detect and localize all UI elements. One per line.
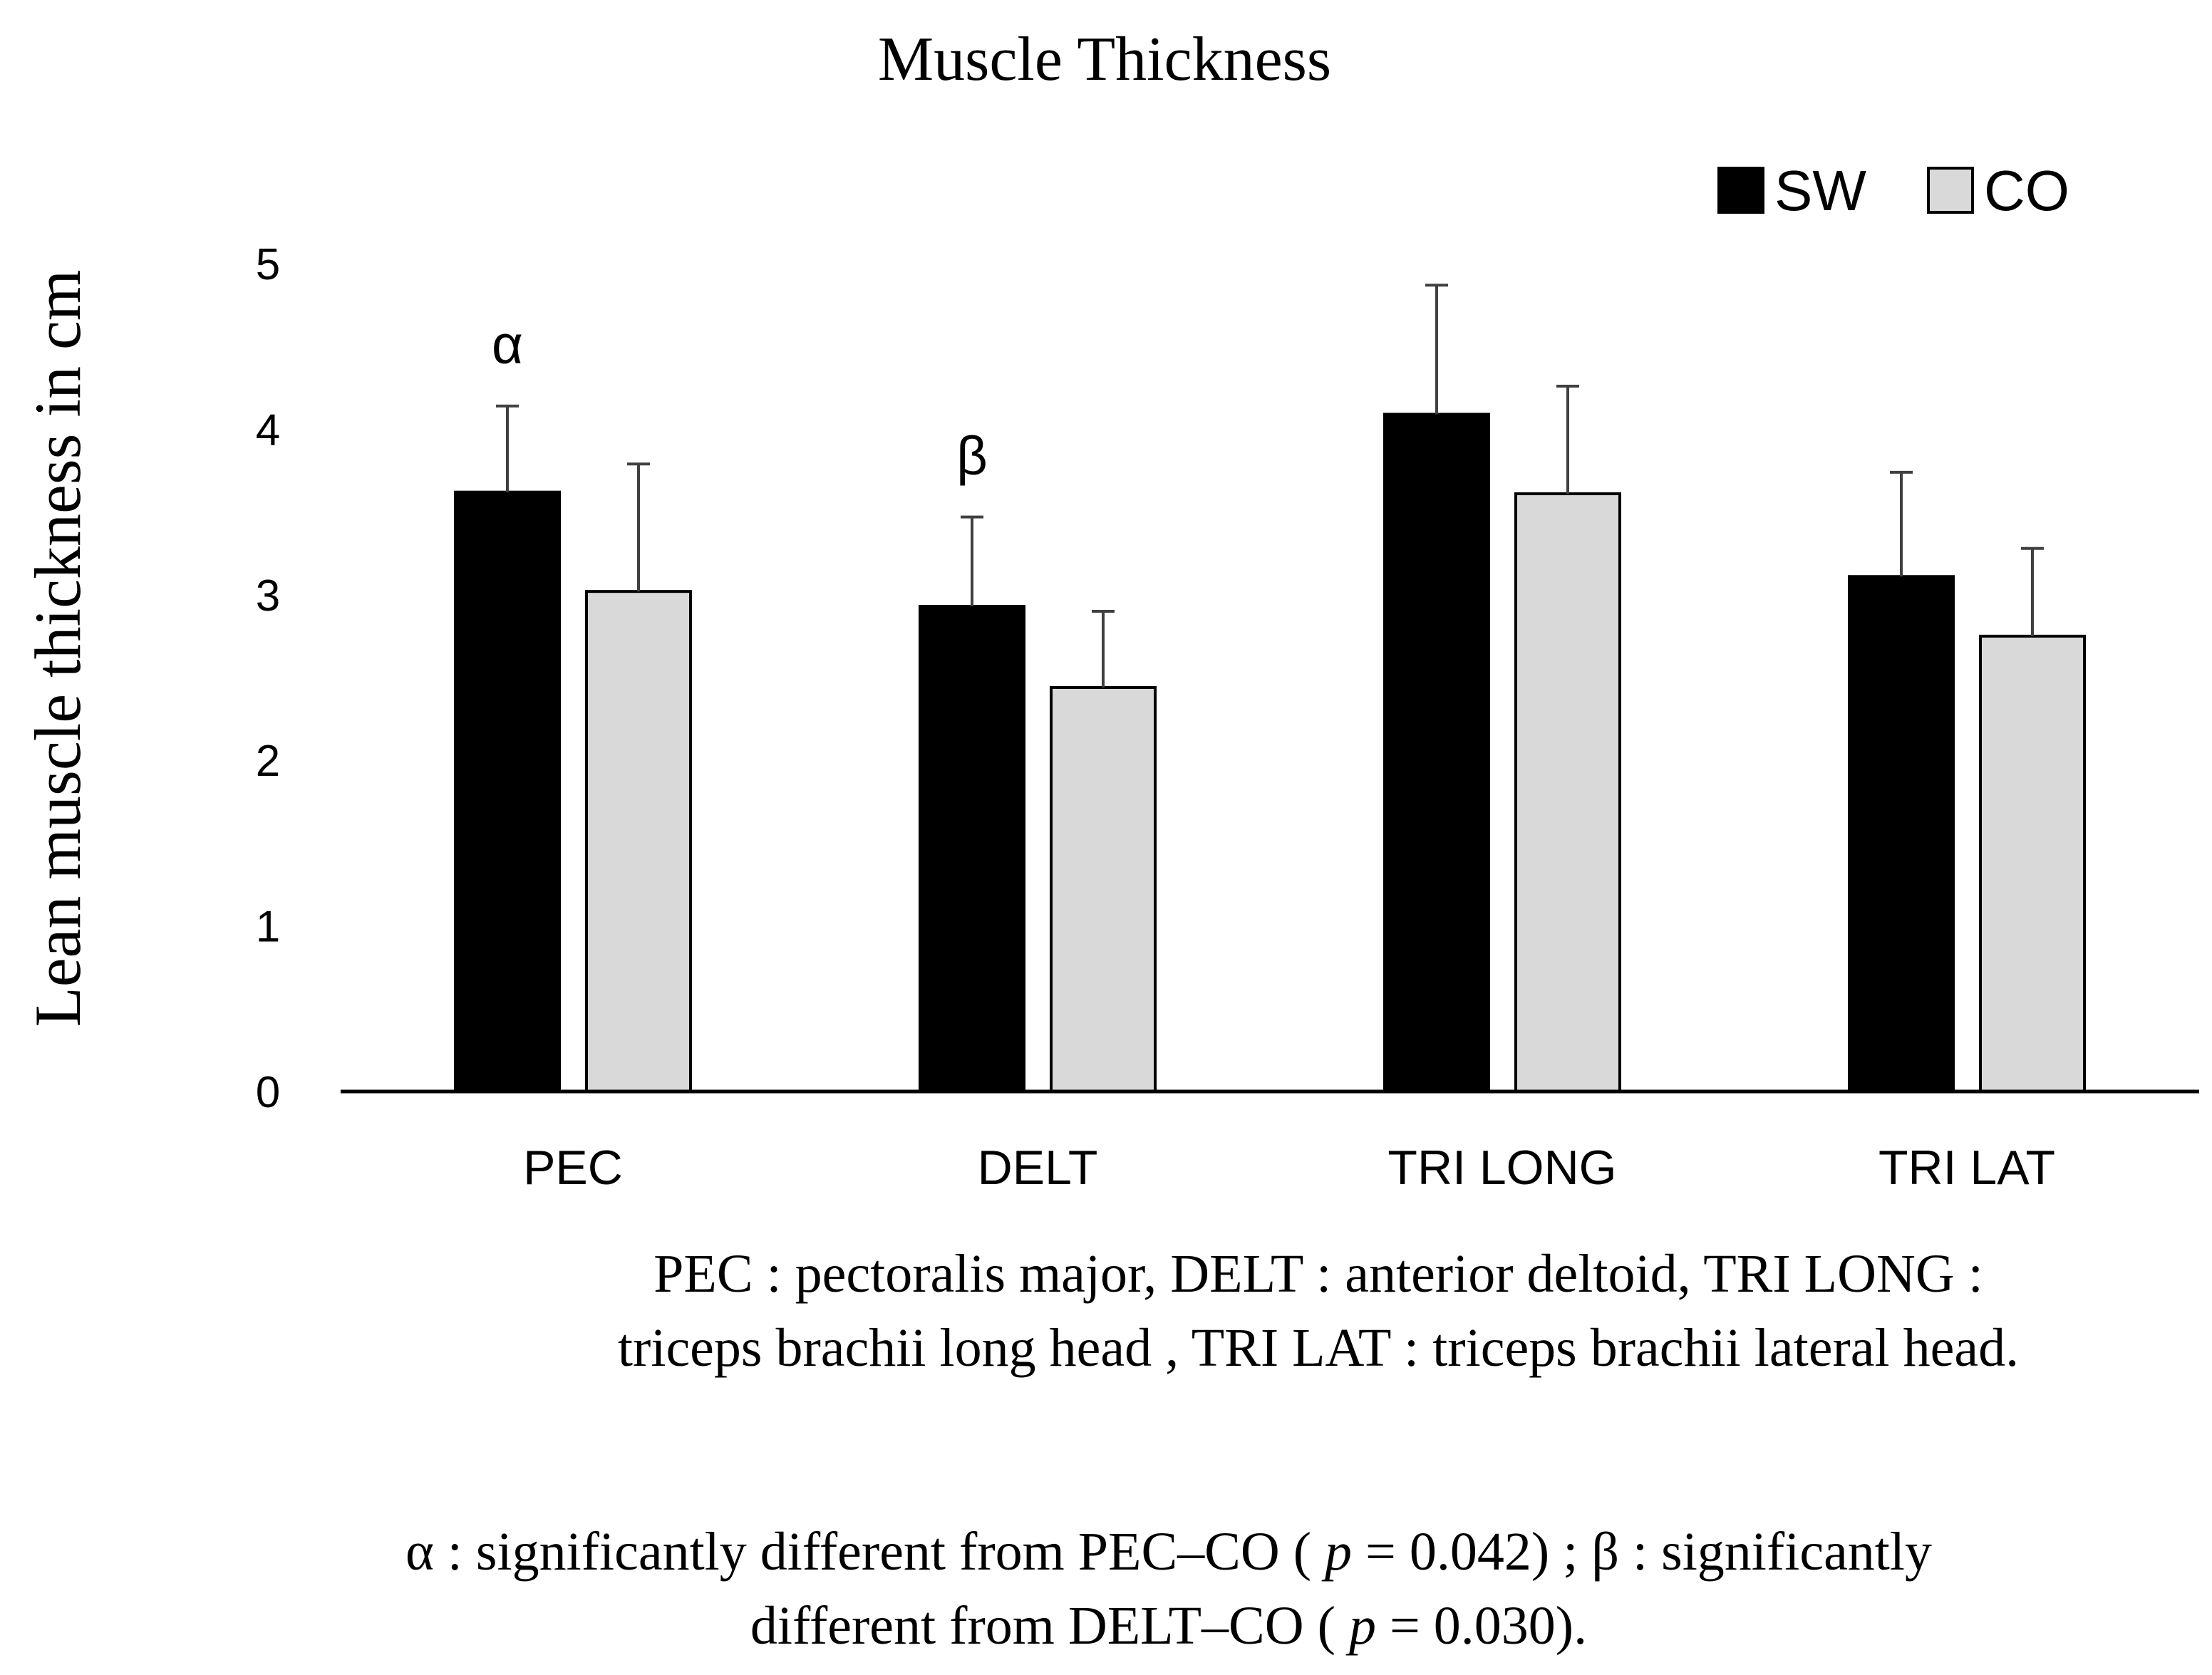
bar-sw [1383, 413, 1490, 1093]
x-tick-label: DELT [978, 1141, 1098, 1195]
x-tick-label: TRI LONG [1387, 1141, 1616, 1195]
y-tick-label: 0 [256, 1068, 280, 1117]
error-bars-group [496, 284, 2044, 688]
y-tick-label: 4 [256, 405, 280, 455]
y-tick-label: 1 [256, 903, 280, 952]
bars-group [454, 413, 2086, 1093]
y-tick-label: 3 [256, 571, 280, 621]
bar-sw [919, 605, 1025, 1093]
abbreviation-line-2: triceps brachii long head , TRI LAT : tr… [617, 1318, 2020, 1378]
y-tick-label: 5 [256, 240, 280, 289]
legend-swatch-co [1927, 167, 1974, 214]
bar-co [585, 590, 692, 1093]
legend: SW CO [1717, 159, 2069, 222]
y-tick-label: 2 [256, 737, 280, 786]
bar-co [1514, 492, 1621, 1093]
significance-line-2: different from DELT–CO ( p = 0.030). [750, 1596, 1588, 1656]
abbreviation-line-1: PEC : pectoralis major, DELT : anterior … [653, 1244, 1983, 1304]
x-tick-label: TRI LAT [1878, 1141, 2055, 1195]
bar-co [1050, 685, 1157, 1093]
chart-title: Muscle Thickness [878, 25, 1331, 94]
significance-line-1: α : significantly different from PEC–CO … [405, 1522, 1933, 1582]
bar-sw [454, 490, 561, 1093]
significance-marker: α [492, 315, 523, 375]
bar-co [1979, 634, 2086, 1093]
x-tick-label: PEC [523, 1141, 623, 1195]
legend-label-co: CO [1984, 159, 2069, 222]
y-axis-ticks: 0 1 2 3 4 5 [256, 240, 280, 1117]
significance-marker: β [956, 426, 988, 487]
significance-annotations: αβ [492, 315, 988, 487]
abbreviation-footnote: PEC : pectoralis major, DELT : anterior … [442, 1237, 2195, 1385]
significance-footnote: α : significantly different from PEC–CO … [207, 1515, 2131, 1663]
legend-swatch-sw [1717, 167, 1764, 214]
y-axis-label: Lean muscle thickness in cm [21, 270, 94, 1027]
legend-label-sw: SW [1774, 159, 1866, 222]
x-axis-tick-labels: PEC DELT TRI LONG TRI LAT [523, 1141, 2055, 1195]
bar-sw [1848, 575, 1955, 1093]
